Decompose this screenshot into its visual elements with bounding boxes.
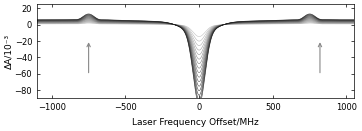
Y-axis label: ΔA/10⁻³: ΔA/10⁻³: [4, 34, 13, 69]
X-axis label: Laser Frequency Offset/MHz: Laser Frequency Offset/MHz: [132, 118, 259, 127]
